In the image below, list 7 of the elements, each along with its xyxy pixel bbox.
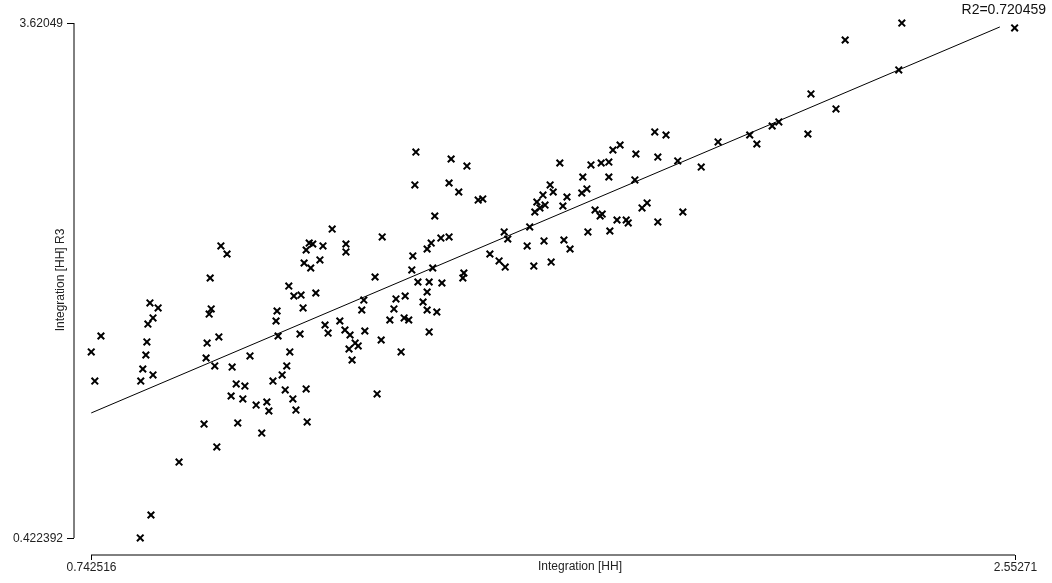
text: R2=0.720459 [961,1,1047,17]
x-tick-label: 2.55271 [993,559,1038,574]
y-axis-title: Integration [HH] R3 [53,228,67,332]
y-tick-label: 3.62049 [19,16,64,31]
x-tick-label: 0.742516 [66,559,117,574]
x-axis-title: Integration [HH] [537,559,623,573]
y-tick-label: 0.422392 [12,531,64,546]
